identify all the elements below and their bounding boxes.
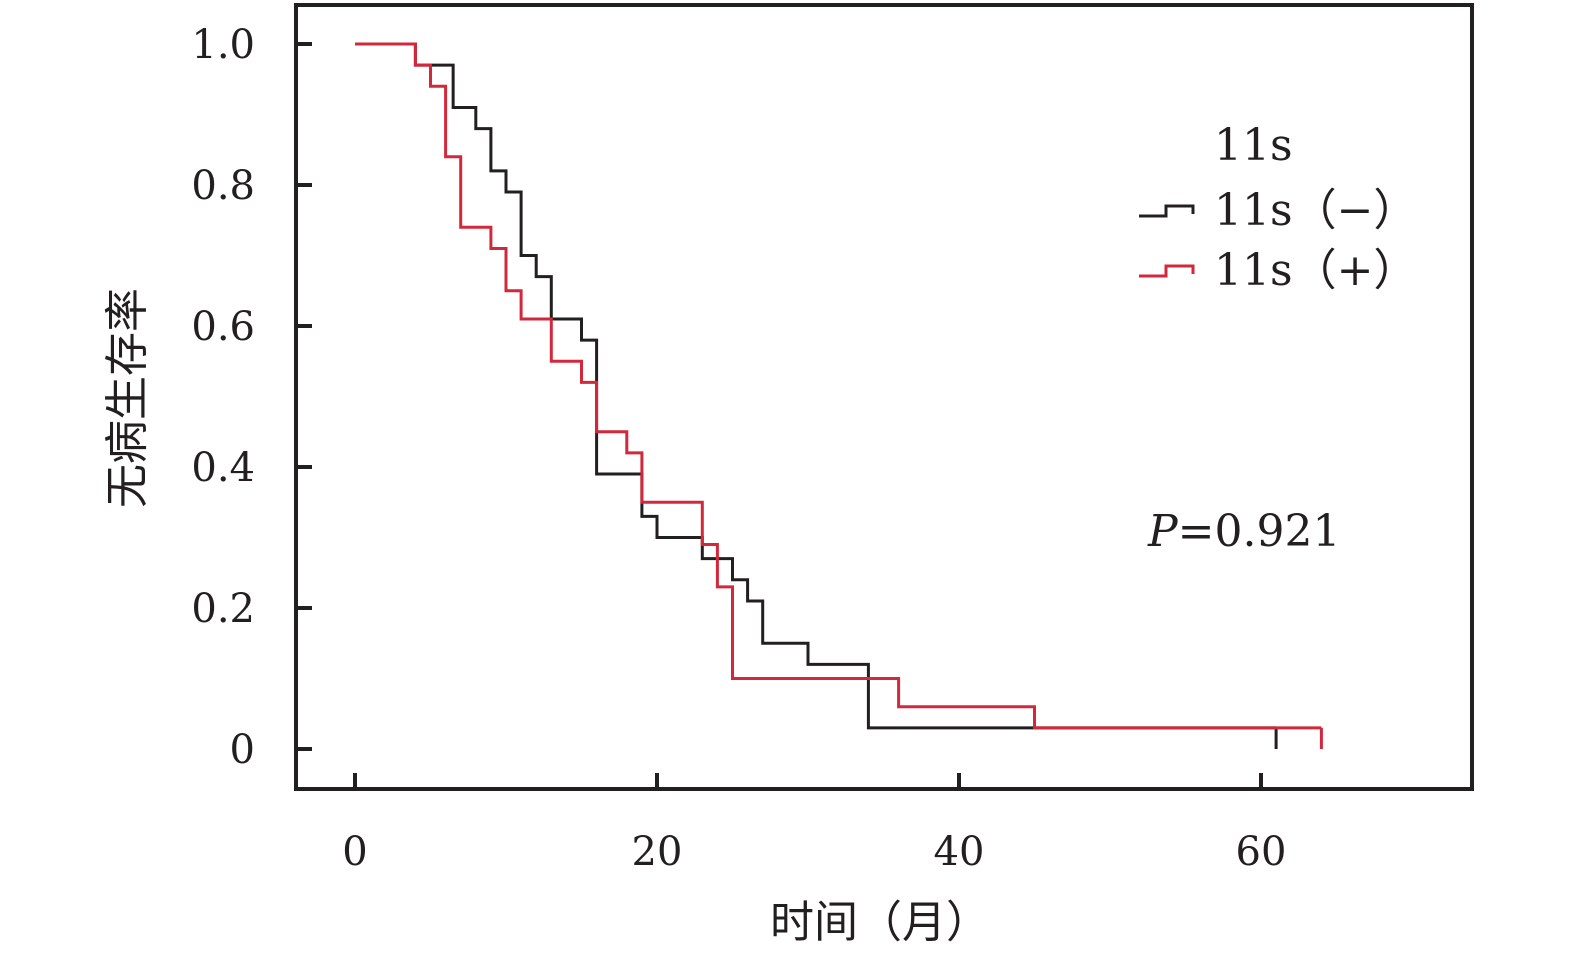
p-value-annotation: P=0.921 (1147, 506, 1340, 557)
series-line-2 (355, 42, 1322, 730)
legend-title: 11s (1214, 120, 1293, 171)
x-axis-title: 时间（月） (770, 897, 990, 948)
legend-items: 11s（−） 11s（+） (1139, 185, 1417, 296)
y-tick-label: 0 (230, 727, 255, 773)
legend-key-2 (1139, 264, 1195, 278)
y-tick-label: 0.8 (191, 163, 255, 209)
x-tick-label: 0 (342, 829, 367, 875)
y-tick-label: 1.0 (191, 22, 255, 68)
series-line-1 (355, 42, 1277, 730)
legend: 11s 11s（−） 11s（+） (1139, 120, 1417, 296)
p-label: P (1147, 506, 1179, 557)
y-tick-label: 0.6 (191, 304, 255, 350)
series-layer (355, 42, 1323, 749)
plot-frame (294, 3, 1474, 791)
y-tick-label: 0.4 (191, 445, 255, 491)
y-axis: 0 0.2 0.4 0.6 0.8 1.0 (191, 22, 312, 773)
y-tick-label: 0.2 (191, 586, 255, 632)
x-axis: 0 20 40 60 (342, 773, 1286, 875)
legend-key-1 (1139, 204, 1195, 218)
x-tick-label: 40 (934, 829, 985, 875)
x-tick-label: 60 (1236, 829, 1287, 875)
p-value: =0.921 (1178, 506, 1341, 557)
y-axis-title: 无病生存率 (102, 288, 153, 508)
x-tick-label: 20 (632, 829, 683, 875)
legend-label-1: 11s（−） (1214, 185, 1417, 236)
legend-label-2: 11s（+） (1214, 245, 1417, 296)
